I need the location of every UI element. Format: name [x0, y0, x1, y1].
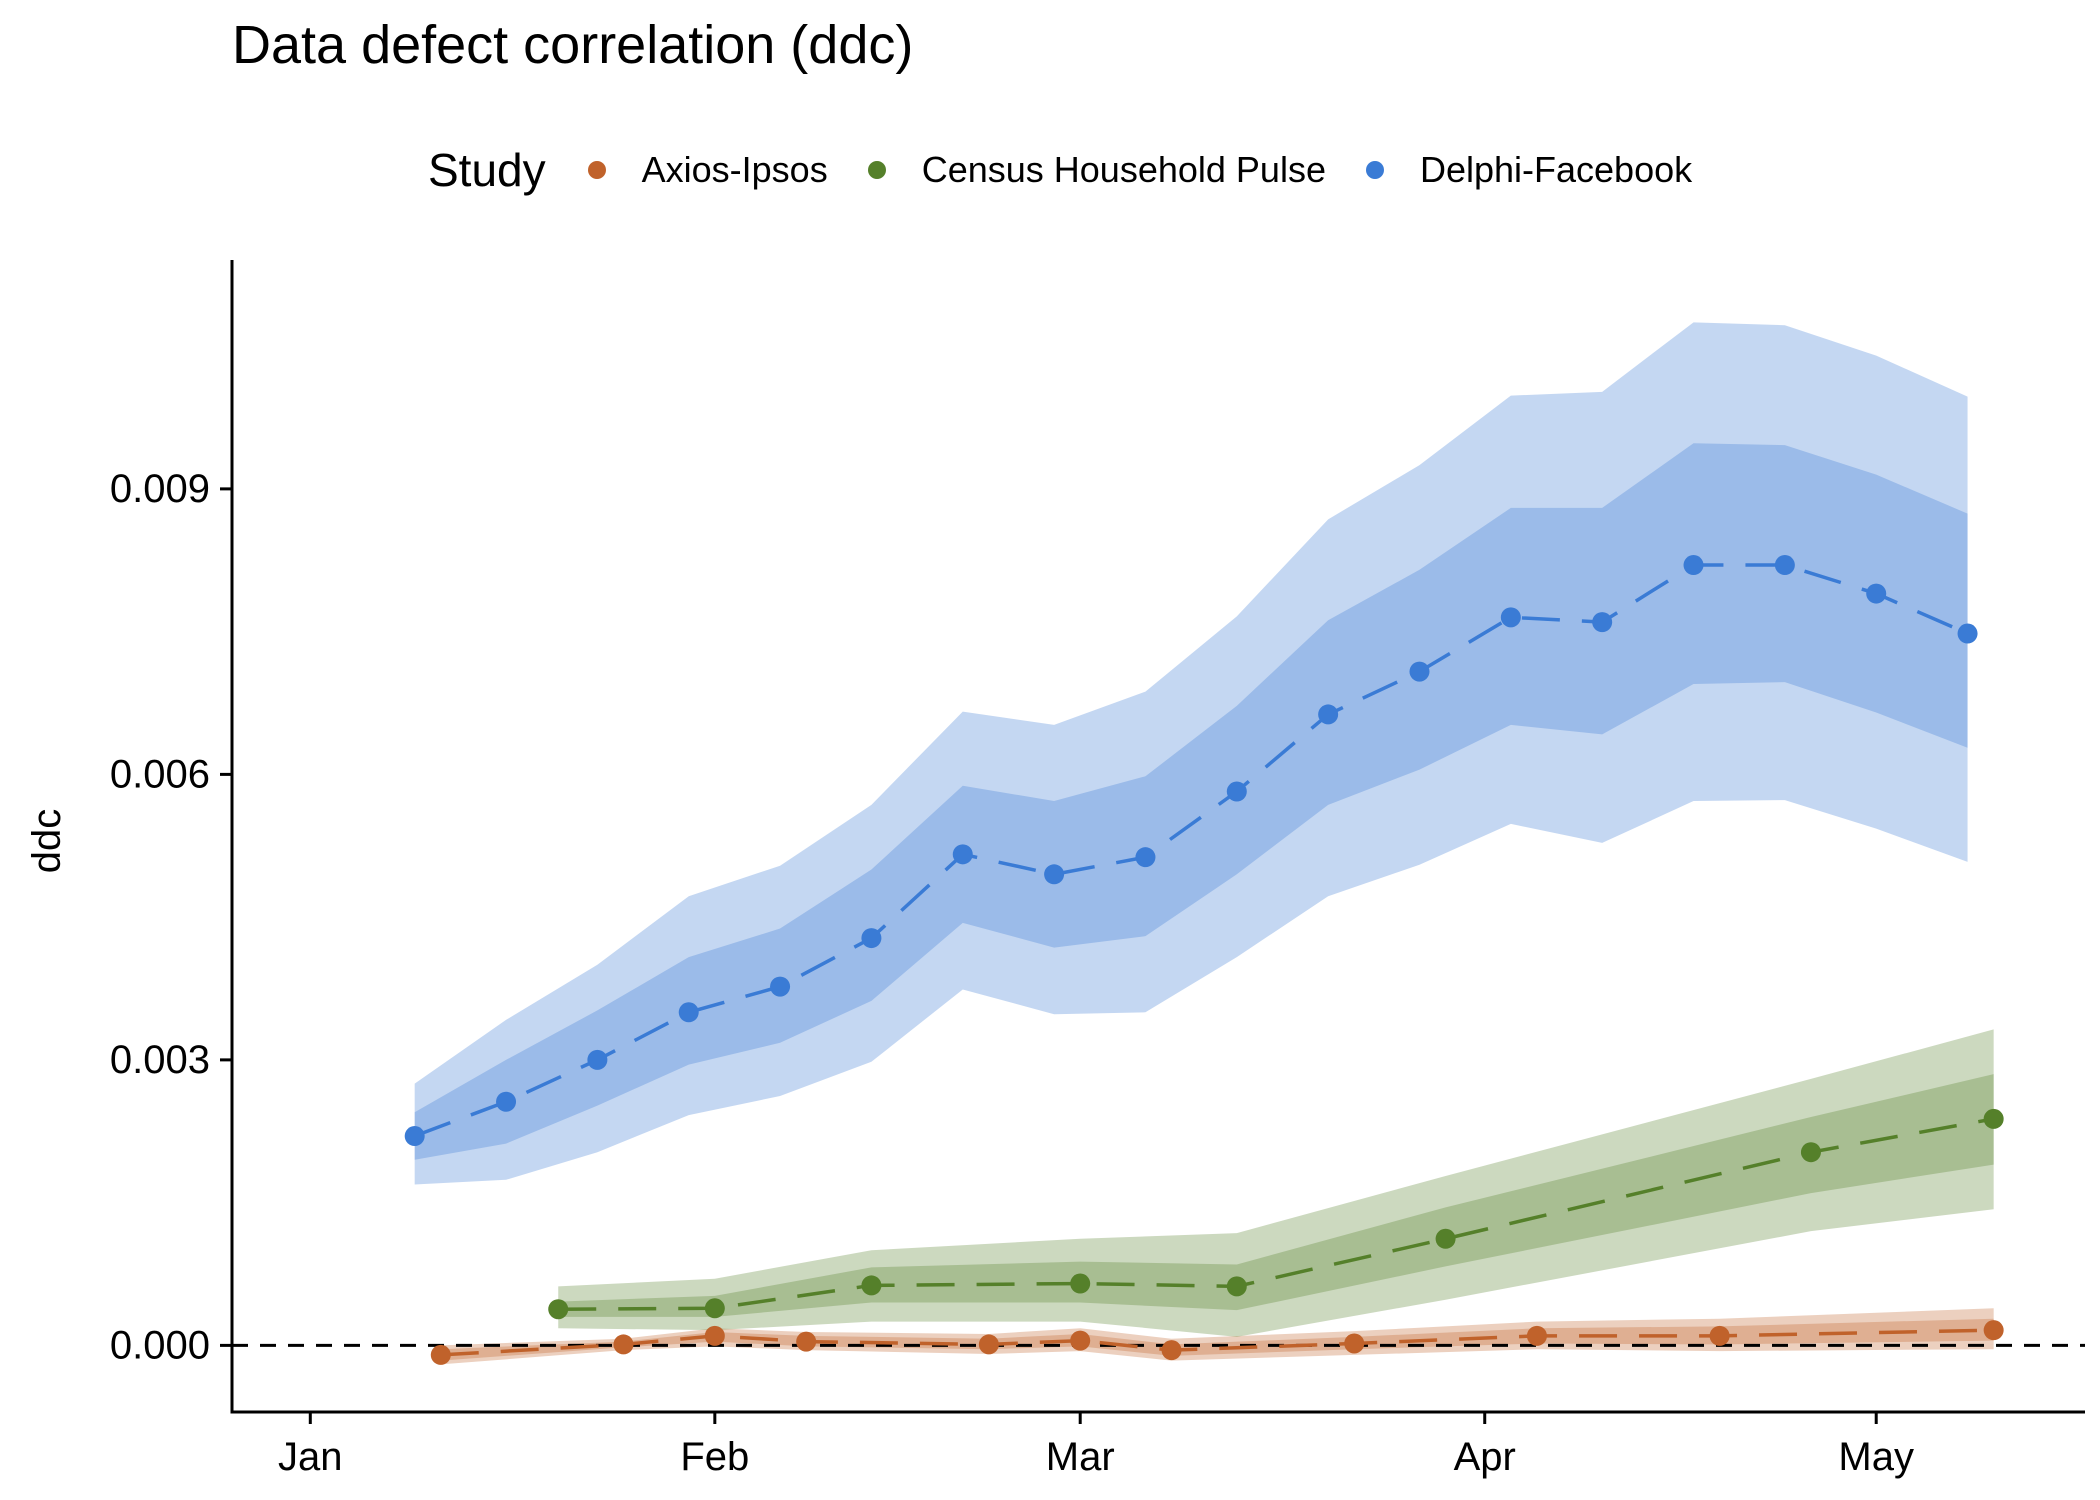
y-tick-label: 0.003: [110, 1038, 210, 1082]
y-axis-ticks: 0.000 0.003 0.006 0.009: [110, 467, 232, 1367]
axios-ipsos-point: [430, 1344, 451, 1365]
delphi-facebook-point: [1774, 555, 1795, 576]
delphi-facebook-point: [1044, 864, 1065, 885]
census-household-pulse-point: [1070, 1273, 1091, 1294]
legend-label-axios-ipsos: Axios-Ipsos: [641, 149, 828, 190]
census-household-pulse-point: [1435, 1228, 1456, 1249]
legend: Study Axios-Ipsos Census Household Pulse…: [428, 138, 1732, 202]
delphi-facebook-point: [1409, 661, 1430, 682]
legend-item-axios-ipsos: Axios-Ipsos: [587, 149, 828, 191]
y-tick-label: 0.009: [110, 467, 210, 511]
axios-ipsos-point: [978, 1334, 999, 1355]
axios-ipsos-line: [440, 1328, 1994, 1357]
delphi-facebook-point: [952, 844, 973, 865]
delphi-facebook-point: [496, 1091, 517, 1112]
census-household-pulse-point: [1983, 1108, 2004, 1129]
legend-title: Study: [428, 144, 546, 196]
legend-label-census-household-pulse: Census Household Pulse: [921, 149, 1326, 190]
axios-ipsos-point: [1709, 1325, 1730, 1346]
x-tick-label: May: [1838, 1435, 1914, 1479]
census-household-pulse-point: [1226, 1276, 1247, 1297]
x-tick-label: Feb: [680, 1435, 749, 1479]
census-household-pulse-point: [548, 1299, 569, 1320]
census-household-pulse-band-95: [558, 1029, 1994, 1337]
chart-title: Data defect correlation (ddc): [232, 15, 914, 75]
census-household-pulse-point: [1800, 1142, 1821, 1163]
axios-ipsos-point: [1983, 1320, 2004, 1341]
delphi-facebook-point: [678, 1002, 699, 1023]
axios-ipsos-point: [796, 1331, 817, 1352]
legend-key-delphi-facebook: [1365, 161, 1384, 179]
delphi-facebook-point: [1957, 623, 1978, 644]
delphi-facebook-point: [1500, 607, 1521, 628]
delphi-facebook-point: [770, 976, 791, 997]
census-household-pulse-band-50: [558, 1074, 1994, 1317]
uncertainty-bands: [414, 322, 1994, 1365]
axios-ipsos-point: [1526, 1325, 1547, 1346]
census-household-pulse-point: [704, 1298, 725, 1319]
delphi-facebook-band-95: [414, 322, 1968, 1185]
delphi-facebook-band-50: [414, 443, 1968, 1160]
y-axis-title: ddc: [25, 809, 69, 874]
axios-ipsos-point: [704, 1325, 725, 1346]
x-tick-label: Apr: [1454, 1435, 1516, 1479]
axios-ipsos-point: [1344, 1333, 1365, 1354]
axios-ipsos-band-50: [440, 1318, 1994, 1361]
y-tick-label: 0.000: [110, 1323, 210, 1367]
axios-ipsos-point: [1161, 1340, 1182, 1361]
x-axis-ticks: Jan Feb Mar Apr May: [278, 1412, 1914, 1479]
legend-label-delphi-facebook: Delphi-Facebook: [1419, 149, 1693, 190]
legend-key-census-household-pulse: [867, 161, 886, 179]
x-tick-label: Jan: [278, 1435, 343, 1479]
series-lines: [414, 563, 1994, 1357]
y-tick-label: 0.006: [110, 752, 210, 796]
census-household-pulse-line: [558, 1117, 1994, 1311]
axios-ipsos-point: [1070, 1330, 1091, 1351]
delphi-facebook-point: [1135, 847, 1156, 868]
x-tick-label: Mar: [1046, 1435, 1115, 1479]
delphi-facebook-point: [1318, 704, 1339, 725]
delphi-facebook-point: [861, 928, 882, 949]
axios-ipsos-band-95: [440, 1308, 1994, 1365]
delphi-facebook-point: [1592, 612, 1613, 633]
census-household-pulse-point: [861, 1275, 882, 1296]
delphi-facebook-point: [1226, 781, 1247, 802]
delphi-facebook-point: [1866, 583, 1887, 604]
delphi-facebook-point: [587, 1049, 608, 1070]
axios-ipsos-point: [613, 1334, 634, 1355]
legend-item-census-household-pulse: Census Household Pulse: [867, 149, 1326, 191]
legend-key-axios-ipsos: [587, 161, 606, 179]
delphi-facebook-point: [1683, 555, 1704, 576]
delphi-facebook-point: [404, 1126, 425, 1147]
delphi-facebook-line: [414, 563, 1969, 1138]
series-points: [404, 555, 2004, 1365]
legend-item-delphi-facebook: Delphi-Facebook: [1365, 149, 1693, 191]
